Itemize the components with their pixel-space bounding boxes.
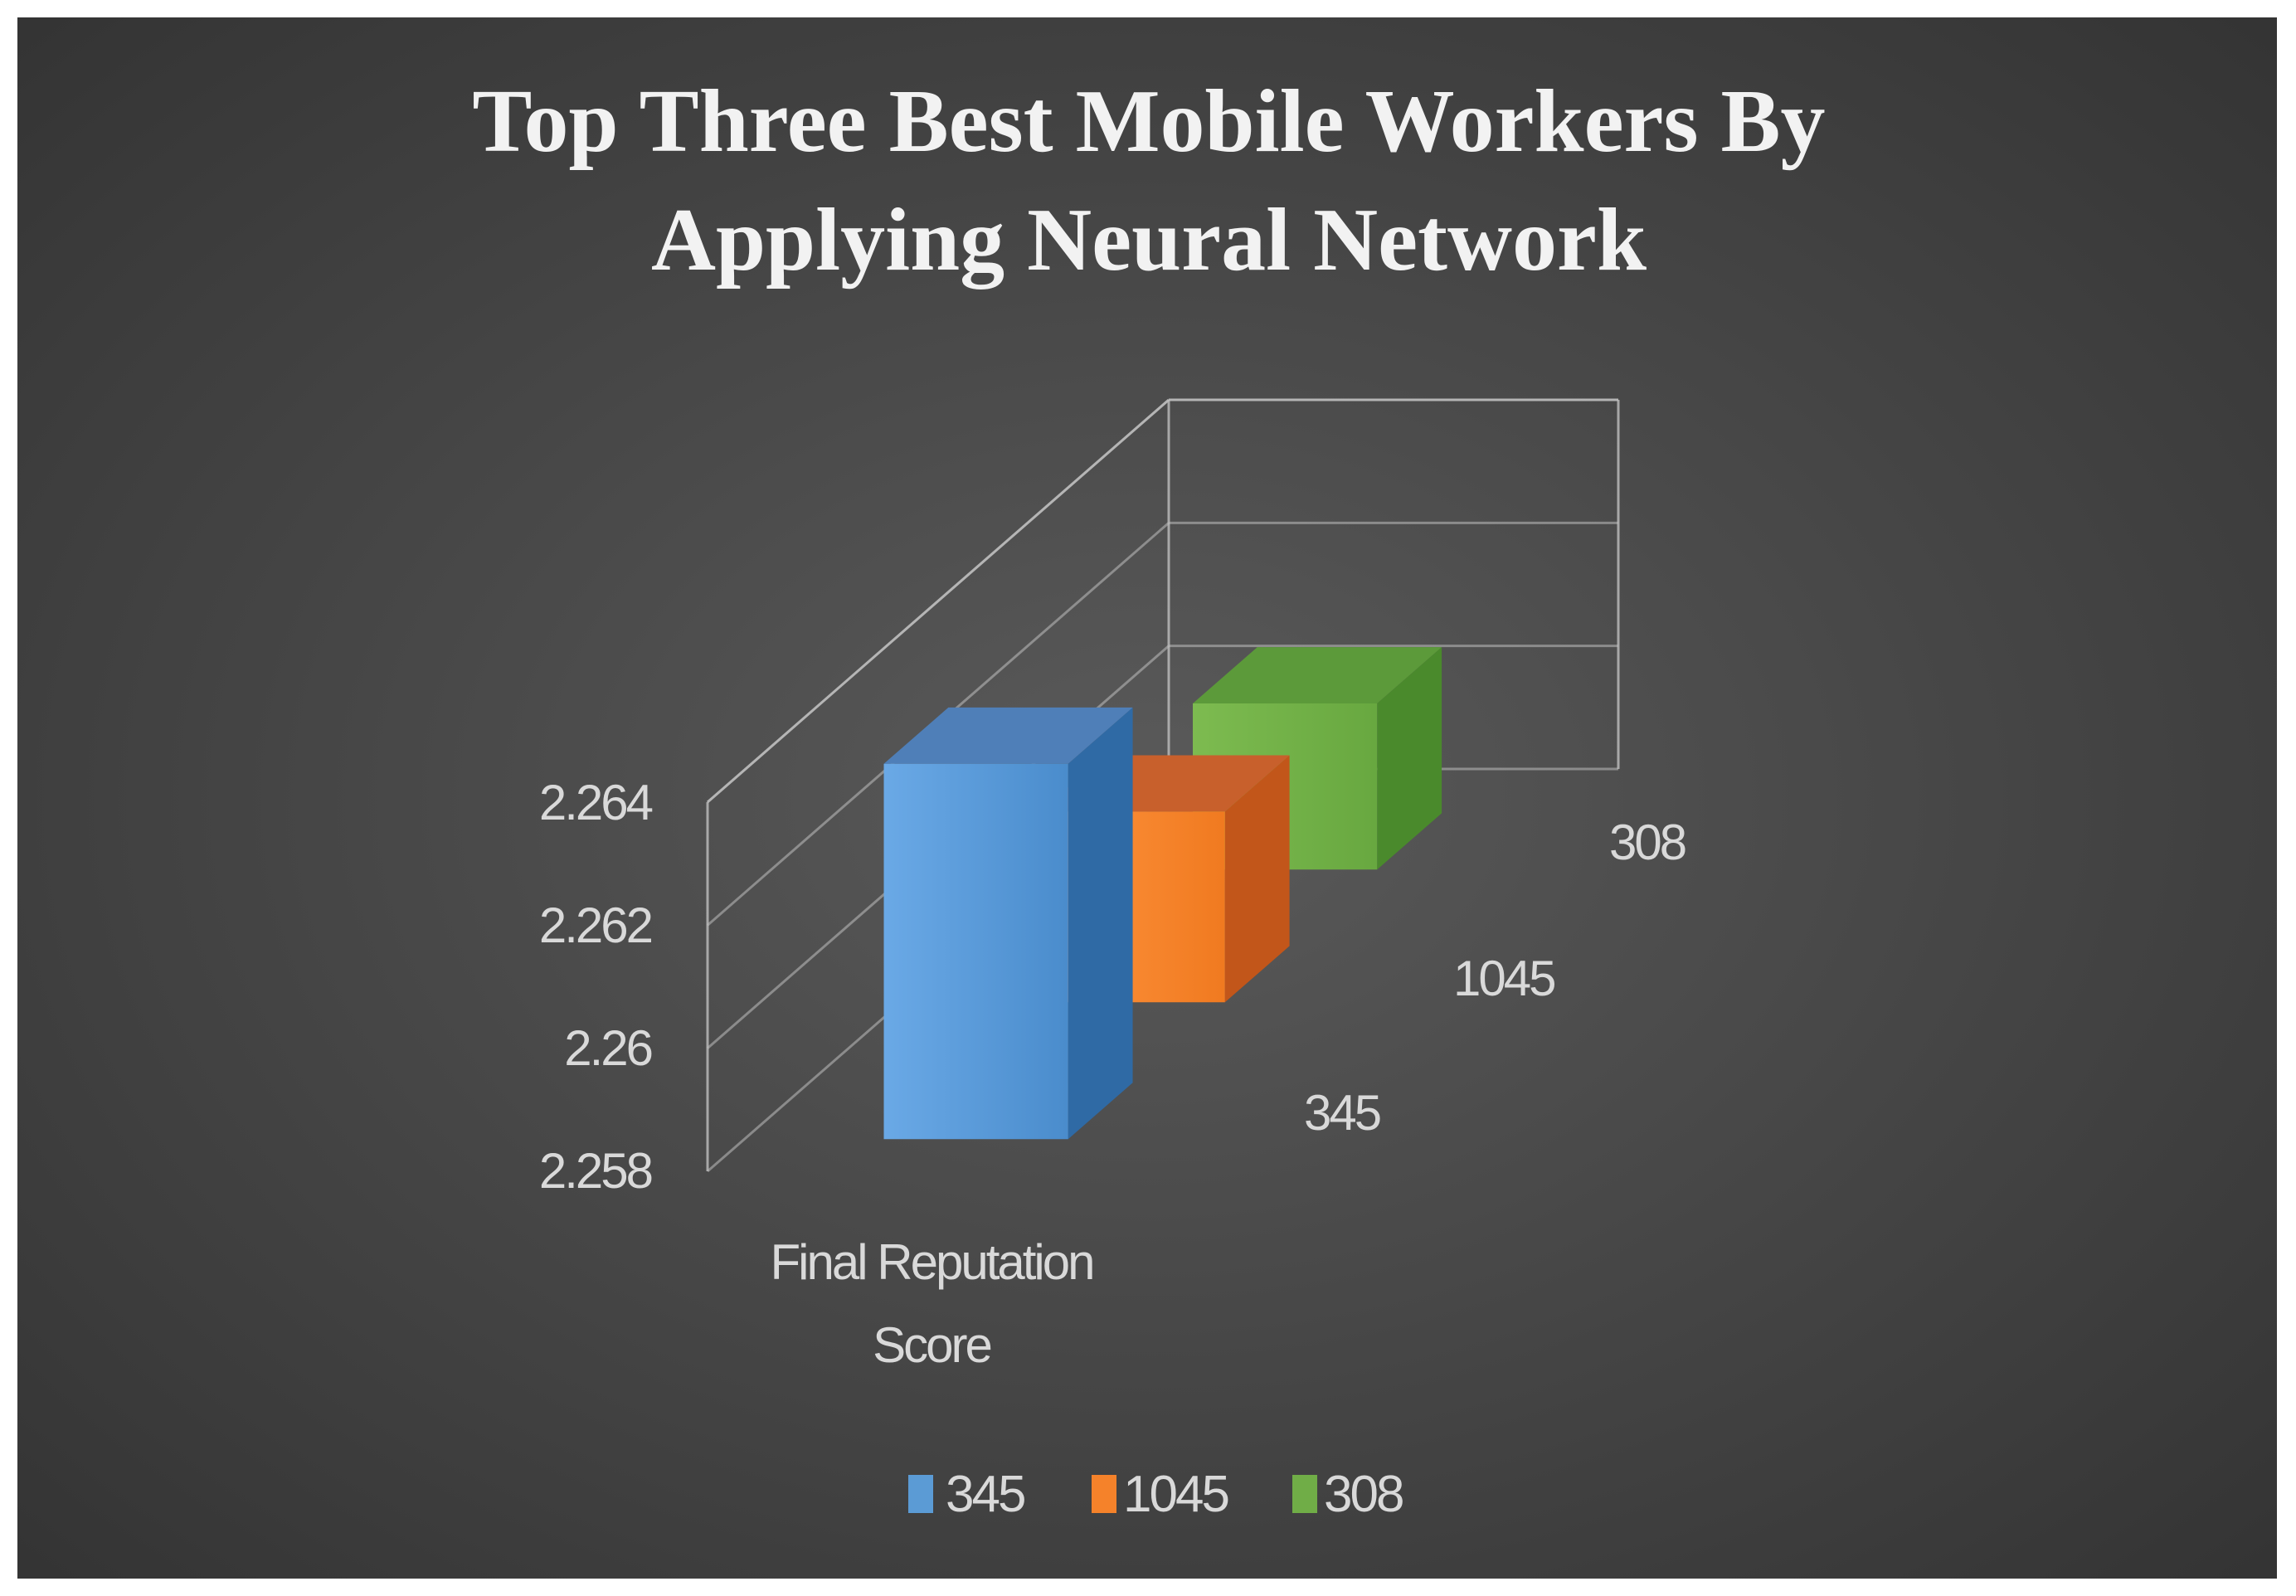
bar-side-face xyxy=(1224,755,1290,1003)
legend-label-345: 345 xyxy=(946,1466,1024,1523)
bar-side-face xyxy=(1068,707,1133,1140)
y-tick-label: 2.262 xyxy=(539,898,652,953)
depth-label-1045: 1045 xyxy=(1453,951,1554,1006)
depth-label-308: 308 xyxy=(1609,815,1686,870)
bar-side-face xyxy=(1377,647,1442,870)
legend: 345 1045 308 xyxy=(908,1466,1405,1523)
bar-345 xyxy=(883,707,1133,1140)
legend-label-1045: 1045 xyxy=(1123,1466,1228,1523)
y-tick-label: 2.26 xyxy=(564,1020,651,1076)
legend-label-308: 308 xyxy=(1324,1466,1403,1523)
legend-swatch-1045 xyxy=(1092,1475,1116,1513)
bar-top-face xyxy=(883,707,1133,764)
bars xyxy=(883,647,1442,1140)
side-wall-top-edge xyxy=(707,398,1170,804)
bar-front-face xyxy=(883,763,1068,1140)
chart-title-line-1: Top Three Best Mobile Workers By xyxy=(472,72,1825,171)
bar-top-face xyxy=(1193,647,1442,703)
chart-title-line-2: Applying Neural Network xyxy=(651,191,1647,290)
depth-label-345: 345 xyxy=(1304,1085,1380,1141)
category-label-line-1: Final Reputation xyxy=(771,1234,1093,1290)
legend-swatch-308 xyxy=(1292,1475,1317,1513)
y-tick-label: 2.264 xyxy=(539,775,653,830)
category-label-line-2: Score xyxy=(873,1317,990,1373)
legend-swatch-345 xyxy=(908,1475,933,1513)
y-tick-label: 2.258 xyxy=(539,1143,652,1199)
